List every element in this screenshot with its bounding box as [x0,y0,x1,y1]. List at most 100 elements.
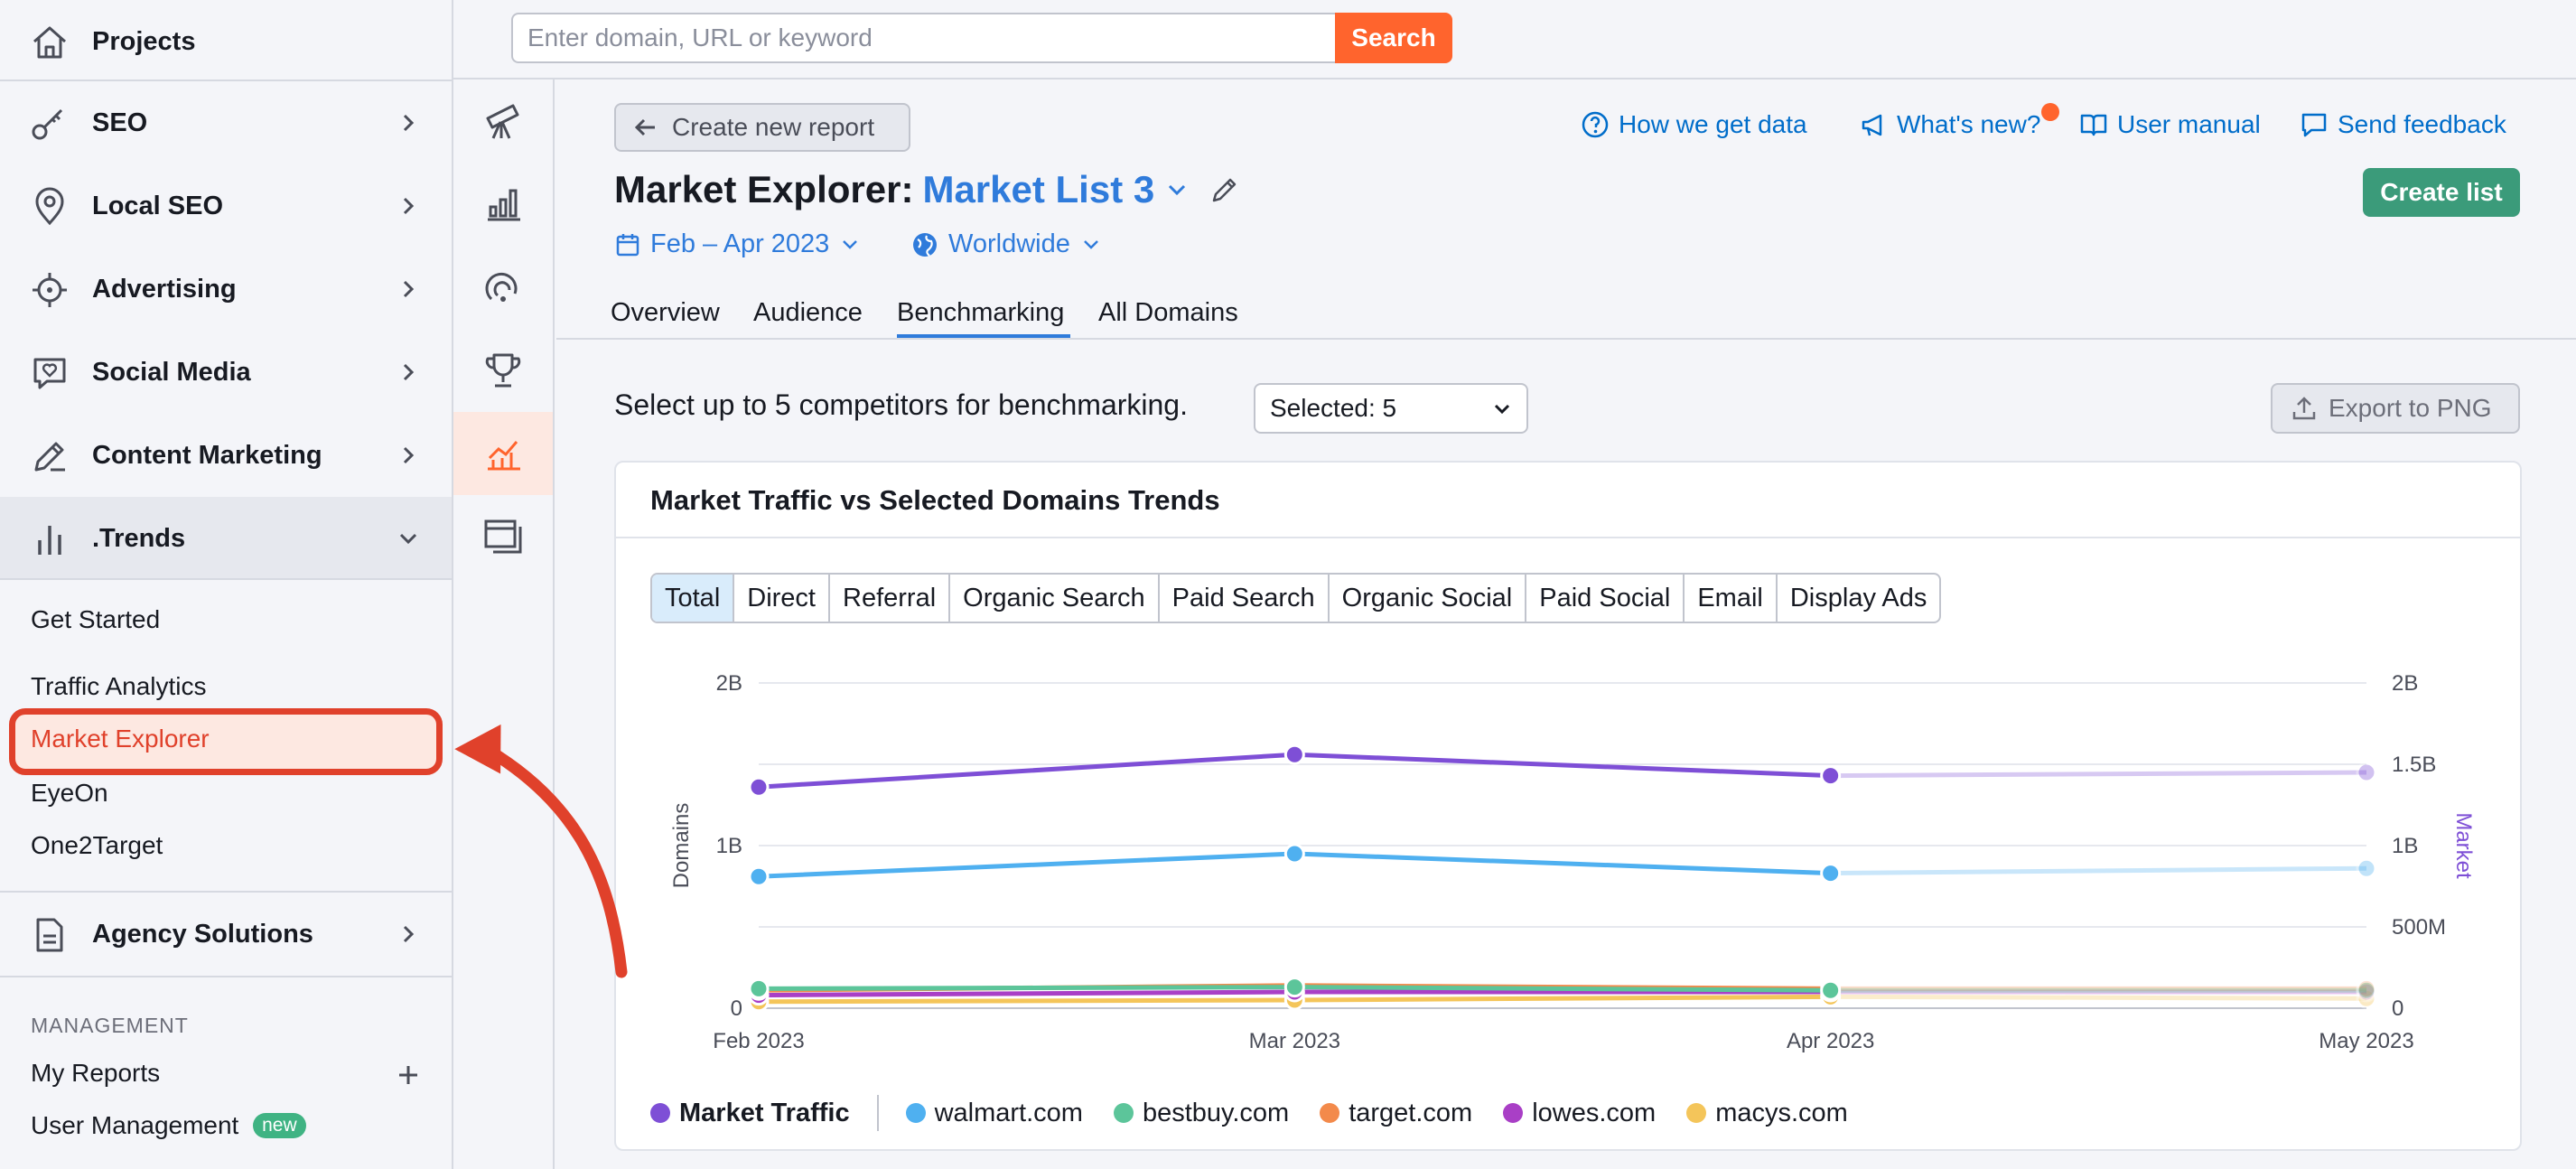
data-point-bestbuy [2356,979,2377,1001]
legend-label: target.com [1349,1098,1473,1127]
trends-card: Market Traffic vs Selected Domains Trend… [614,461,2522,1151]
search-button[interactable]: Search [1335,13,1452,63]
sidebar-item-label: .Trends [92,523,186,553]
create-list-button[interactable]: Create list [2363,168,2520,217]
how-label: How we get data [1619,110,1807,138]
segment-organic-social[interactable]: Organic Social [1330,575,1527,622]
sidebar-sub-market-explorer[interactable]: Market Explorer [31,725,210,753]
windows-icon [481,514,526,559]
card-title: Market Traffic vs Selected Domains Trend… [650,484,1220,516]
segment-display-ads[interactable]: Display Ads [1789,583,1927,613]
x-axis-tick: Feb 2023 [713,1029,804,1053]
sidebar-item-label: Local SEO [92,191,224,220]
segment-total[interactable]: Total [652,575,735,622]
create-new-report-button[interactable]: Create new report [614,103,910,152]
left-axis-tick: 2B [716,671,742,696]
send-feedback-link[interactable]: Send feedback [2300,110,2506,139]
sidebar-item-agency-solutions[interactable]: Agency Solutions [0,893,452,976]
segment-email[interactable]: Email [1685,575,1778,622]
legend-label: Market Traffic [679,1098,850,1127]
sidebar-item-trends[interactable]: .Trends [0,497,452,580]
legend-dot [905,1103,926,1123]
top-search-bar: Search [453,0,2576,79]
page-title: Market Explorer: Market List 3 [614,168,1241,211]
legend-item-target[interactable]: target.com [1320,1099,1472,1128]
tab-overview[interactable]: Overview [611,298,720,327]
sidebar-item-projects[interactable]: Projects [0,0,452,83]
telescope-icon [481,98,526,144]
bar-chart-icon [29,519,70,560]
legend-item-market[interactable]: Market Traffic [650,1099,850,1128]
segment-direct[interactable]: Direct [734,575,830,622]
competitor-select-label: Select up to 5 competitors for benchmark… [614,388,1188,421]
left-axis-tick: 0 [731,996,742,1021]
sidebar-item-content-marketing[interactable]: Content Marketing [0,414,452,497]
data-point-bestbuy [1283,977,1305,998]
active-tab-indicator [897,334,1070,338]
megaphone-icon [1859,110,1888,139]
rail-bars[interactable] [453,163,553,246]
how-we-get-data-link[interactable]: How we get data [1581,110,1807,139]
rail-windows[interactable] [453,495,553,578]
segment-organic-search[interactable]: Organic Search [950,575,1160,622]
whats-new-label: What's new? [1897,110,2041,138]
segment-referral[interactable]: Referral [830,575,951,622]
legend-item-macys[interactable]: macys.com [1686,1099,1848,1128]
sidebar-sub-user-management[interactable]: User Management new [31,1111,306,1140]
arrow-left-icon [632,114,659,141]
export-to-png-button[interactable]: Export to PNG [2271,383,2520,434]
pencil-icon [29,435,70,477]
main-content: Create new report How we get data What's… [556,81,2576,1169]
chat-heart-icon [29,352,70,394]
data-point-macys [2356,987,2377,1009]
data-point-market [748,776,770,798]
tab-benchmarking[interactable]: Benchmarking [897,298,1065,327]
data-point-walmart [1283,843,1305,865]
add-report-icon[interactable] [394,1061,423,1090]
tool-rail [453,79,555,1169]
segment-paid-social[interactable]: Paid Social [1526,575,1685,622]
sidebar-sub-eyeon[interactable]: EyeOn [31,779,108,807]
tabs-divider [556,338,2576,340]
rail-telescope[interactable] [453,79,553,163]
competitor-select[interactable]: Selected: 5 [1254,383,1528,434]
edit-pencil-icon[interactable] [1209,173,1241,206]
list-name-dropdown[interactable]: Market List 3 [922,168,1155,210]
right-axis-tick: 1B [2392,834,2418,858]
data-point-market [1283,743,1305,765]
rail-trophy[interactable] [453,329,553,412]
user-manual-link[interactable]: User manual [2079,110,2261,139]
series-forecast-walmart [1830,865,2367,876]
legend-item-lowes[interactable]: lowes.com [1503,1099,1656,1128]
date-range-filter[interactable]: Feb – Apr 2023 [614,229,862,259]
right-axis-title: Market [2451,812,2476,879]
home-icon [29,22,70,63]
sidebar-sub-my-reports[interactable]: My Reports [31,1059,161,1087]
rail-audience[interactable] [453,246,553,329]
search-input[interactable] [511,13,1337,63]
chevron-down-icon[interactable] [1163,176,1190,203]
sidebar-item-social-media[interactable]: Social Media [0,331,452,414]
segment-paid-search[interactable]: Paid Search [1160,575,1330,622]
data-point-bestbuy [748,977,770,999]
trends-line-chart: 0 500M 1B 1.5B 2B 0 1B 2B Domains Market Feb 2023 M… [669,671,2476,1053]
title-prefix: Market Explorer: [614,168,914,210]
rail-market-explorer[interactable] [453,412,553,495]
region-filter[interactable]: Worldwide [910,229,1103,259]
sidebar-item-advertising[interactable]: Advertising [0,248,452,331]
sidebar-item-label: Agency Solutions [92,919,313,949]
sidebar-sub-traffic-analytics[interactable]: Traffic Analytics [31,672,207,700]
sidebar-item-local-seo[interactable]: Local SEO [0,164,452,248]
sidebar-sub-one2target[interactable]: One2Target [31,831,163,859]
tab-audience[interactable]: Audience [753,298,863,327]
sidebar-sub-get-started[interactable]: Get Started [31,605,161,633]
legend-item-walmart[interactable]: walmart.com [905,1099,1083,1128]
legend-item-bestbuy[interactable]: bestbuy.com [1113,1099,1289,1128]
chevron-right-icon [394,441,423,470]
legend-dot [1686,1103,1707,1123]
tab-all-domains[interactable]: All Domains [1098,298,1238,327]
data-point-target [2356,977,2377,999]
sidebar-item-label: Advertising [92,274,237,304]
whats-new-link[interactable]: What's new? [1859,110,2040,139]
sidebar-item-seo[interactable]: SEO [0,81,452,164]
